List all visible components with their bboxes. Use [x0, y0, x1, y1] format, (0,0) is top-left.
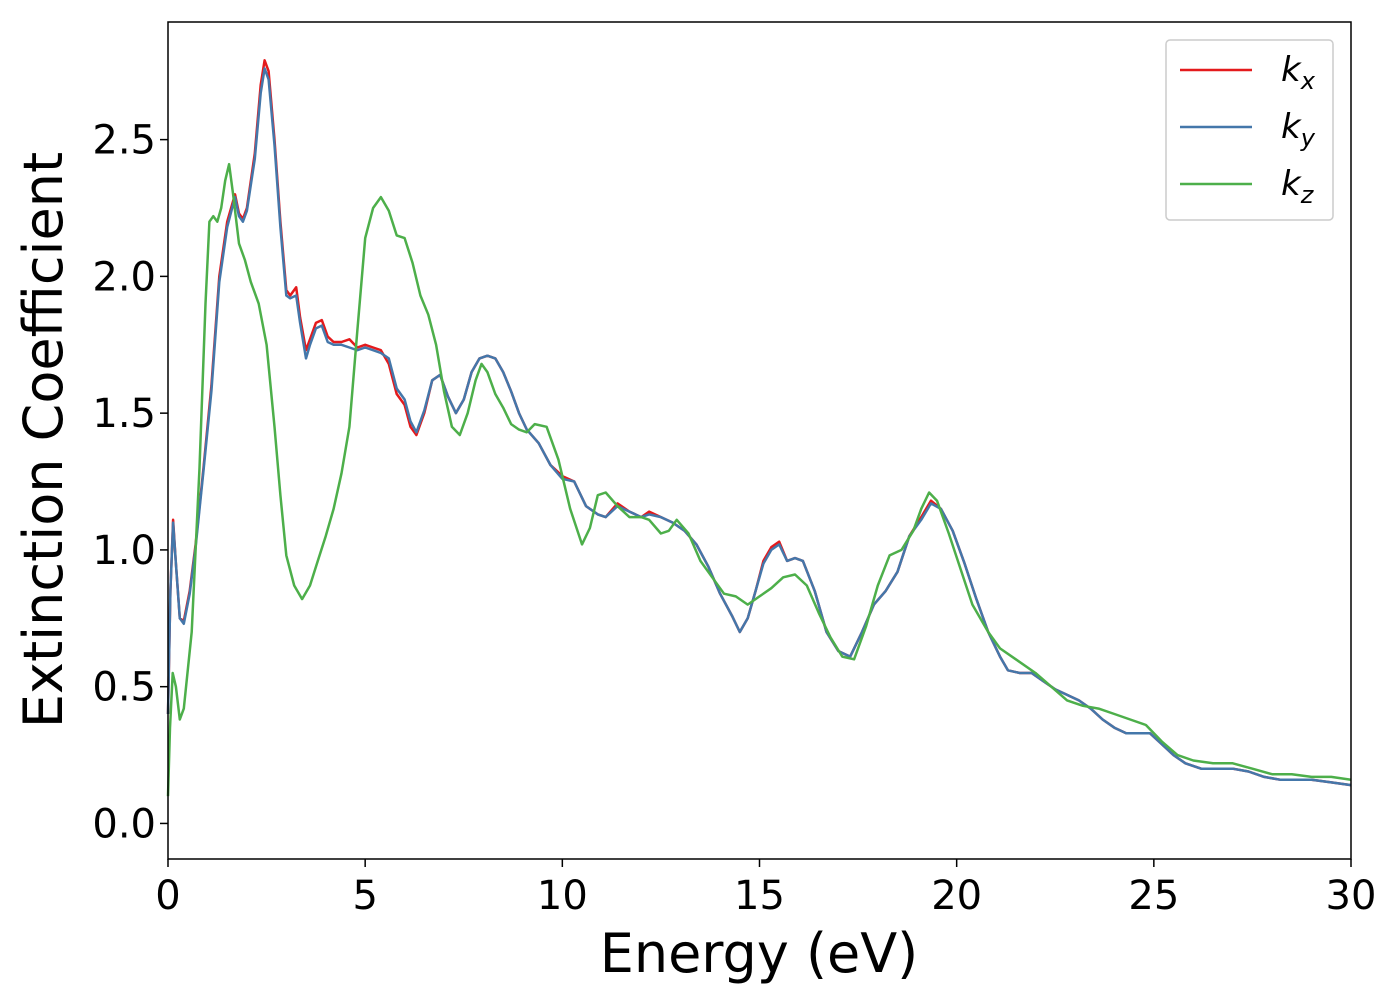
y-tick-label: 2.5 — [92, 118, 156, 164]
y-axis-label: Extinction Coefficient — [12, 152, 75, 728]
y-tick-label: 2.0 — [92, 254, 156, 300]
series-line-kz — [166, 162, 1352, 797]
x-tick-label: 10 — [537, 873, 588, 919]
legend-label-kz: kz — [1281, 164, 1315, 209]
y-tick-label: 0.0 — [92, 801, 156, 847]
legend: kx ky kz — [1165, 39, 1334, 221]
y-tick-label: 1.5 — [92, 391, 156, 437]
x-tick-label: 15 — [734, 873, 785, 919]
x-tick-label: 5 — [352, 873, 377, 919]
x-tick-label: 30 — [1326, 873, 1377, 919]
y-axis: 0.0 0.5 1.0 1.5 2.0 2.5 — [92, 118, 168, 847]
legend-label-kx: kx — [1281, 50, 1316, 95]
legend-label-ky: ky — [1281, 107, 1316, 152]
x-axis-label: Energy (eV) — [600, 922, 919, 985]
y-tick-label: 0.5 — [92, 665, 156, 711]
x-tick-label: 20 — [931, 873, 982, 919]
y-tick-label: 1.0 — [92, 528, 156, 574]
series-layer — [166, 59, 1352, 797]
x-tick-label: 25 — [1128, 873, 1179, 919]
legend-box — [1165, 39, 1334, 221]
x-axis: 0 5 10 15 20 25 30 — [155, 859, 1376, 919]
x-tick-label: 0 — [155, 873, 180, 919]
legend-entries: kx ky kz — [1180, 50, 1316, 209]
